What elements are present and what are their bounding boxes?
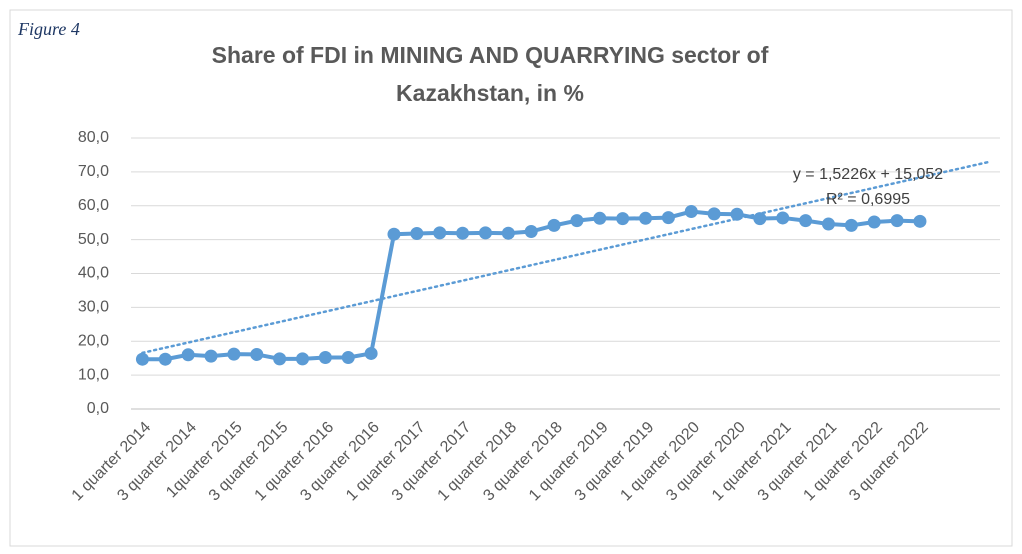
data-point [478, 226, 492, 240]
data-point [821, 217, 835, 231]
trend-r2: R² = 0,6995 [826, 191, 910, 208]
data-point [227, 347, 241, 361]
trendline [141, 160, 990, 355]
data-point [616, 212, 630, 226]
data-point [867, 215, 881, 229]
data-point [844, 218, 858, 232]
data-point [524, 224, 538, 238]
data-point [753, 212, 767, 226]
data-point [776, 211, 790, 225]
data-point [273, 352, 287, 366]
data-point [570, 214, 584, 228]
data-point [547, 218, 561, 232]
y-tick-label: 70,0 [78, 163, 109, 180]
data-point [250, 347, 264, 361]
chart-title: Share of FDI in MINING AND QUARRYING sec… [212, 42, 769, 68]
data-point [158, 352, 172, 366]
data-point [181, 348, 195, 362]
trend-equation: y = 1,5226x + 15,052 [793, 166, 943, 183]
data-point [707, 207, 721, 221]
data-point [501, 226, 515, 240]
chart-border [9, 9, 1013, 547]
y-tick-label: 40,0 [78, 265, 109, 282]
data-point [913, 214, 927, 228]
data-point [364, 346, 378, 360]
data-point [684, 205, 698, 219]
data-point [890, 214, 904, 228]
data-point [296, 352, 310, 366]
chart-title: Kazakhstan, in % [396, 80, 584, 106]
data-point [135, 352, 149, 366]
data-point [661, 211, 675, 225]
data-point [341, 351, 355, 365]
data-point [410, 227, 424, 241]
data-point [318, 351, 332, 365]
data-point [730, 207, 744, 221]
y-tick-label: 0,0 [87, 400, 109, 417]
data-point [639, 211, 653, 225]
figure-label: Figure 4 [17, 19, 80, 39]
data-point [593, 211, 607, 225]
data-point [387, 227, 401, 241]
y-tick-label: 60,0 [78, 197, 109, 214]
data-point [456, 226, 470, 240]
y-tick-label: 50,0 [78, 231, 109, 248]
y-tick-label: 80,0 [78, 129, 109, 146]
y-tick-label: 20,0 [78, 332, 109, 349]
y-tick-label: 30,0 [78, 299, 109, 316]
y-tick-label: 10,0 [78, 366, 109, 383]
data-point [204, 349, 218, 363]
data-point [433, 226, 447, 240]
data-point [799, 214, 813, 228]
